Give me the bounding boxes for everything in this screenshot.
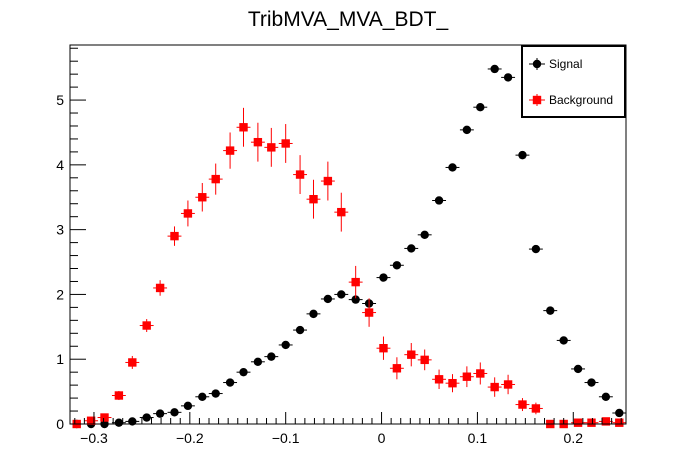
data-point [309, 309, 318, 319]
x-tick-label: −0.3 [80, 430, 108, 446]
data-point [420, 230, 429, 240]
y-tick-label: 3 [56, 222, 64, 238]
data-point [253, 137, 263, 147]
data-point [239, 123, 248, 132]
data-point [267, 143, 276, 152]
data-point [503, 73, 513, 82]
data-point [309, 194, 318, 204]
series-layer [69, 64, 627, 429]
data-point [559, 336, 568, 345]
data-point [225, 378, 235, 387]
data-point [239, 367, 248, 377]
data-point [100, 413, 109, 422]
y-tick-label: 0 [56, 416, 64, 432]
legend-label: Background [549, 93, 613, 107]
data-point [392, 364, 402, 373]
data-point [86, 416, 96, 425]
y-tick-label: 4 [56, 157, 64, 173]
data-point [337, 207, 346, 217]
legend: Signal Background [521, 45, 626, 118]
data-point [531, 404, 541, 413]
data-point [434, 375, 444, 384]
data-point [518, 150, 527, 160]
data-point [573, 418, 583, 427]
data-point [407, 244, 416, 253]
data-point [462, 125, 472, 135]
data-point [155, 283, 165, 293]
data-point [490, 64, 499, 74]
data-point [448, 378, 457, 388]
data-point [503, 380, 513, 389]
data-point [573, 364, 583, 374]
chart-title: TribMVA_MVA_BDT_ [248, 8, 449, 31]
y-tick-label: 2 [56, 286, 64, 302]
data-point [337, 290, 346, 299]
x-tick-label: 0.2 [564, 430, 584, 446]
data-point [183, 209, 193, 218]
data-point [476, 102, 485, 112]
data-point [531, 244, 541, 254]
data-point [615, 418, 624, 427]
x-tick-label: 0.1 [468, 430, 488, 446]
data-point [114, 418, 124, 427]
x-tick-label: −0.1 [272, 430, 300, 446]
data-point [448, 163, 457, 172]
data-point [420, 355, 429, 365]
data-point [434, 196, 444, 205]
data-point [351, 295, 360, 304]
data-point [546, 306, 555, 315]
data-point [281, 340, 290, 350]
x-tick-label: 0 [378, 430, 386, 446]
data-point [601, 417, 611, 426]
data-point [364, 308, 374, 317]
data-point [587, 378, 596, 387]
legend-marker-signal [532, 59, 542, 69]
data-point [392, 261, 402, 270]
data-point [281, 139, 290, 148]
data-point [379, 273, 388, 282]
data-point [253, 357, 263, 367]
data-point [142, 413, 151, 422]
data-point [518, 400, 527, 409]
data-point [198, 392, 207, 401]
data-point [128, 358, 137, 367]
data-point [170, 408, 179, 417]
legend-label: Signal [549, 57, 582, 71]
y-tick-label: 1 [56, 351, 64, 367]
data-point [615, 408, 624, 418]
data-point [601, 392, 611, 401]
axes-layer: −0.3 −0.2 −0.1 0 0.1 0.2 0 1 2 3 4 5 [56, 47, 622, 446]
data-point [170, 231, 179, 241]
y-tick-label: 5 [56, 92, 64, 108]
data-point [142, 321, 151, 330]
data-point [476, 369, 485, 378]
data-point [225, 146, 235, 155]
plot-frame [69, 44, 627, 425]
data-point [198, 193, 207, 202]
data-point [379, 344, 388, 353]
data-point [351, 277, 360, 287]
data-point [587, 418, 596, 427]
data-point [490, 382, 499, 392]
series-signal [69, 64, 627, 429]
data-point [211, 174, 220, 184]
data-point [323, 294, 333, 304]
data-point [295, 170, 305, 179]
data-point [267, 352, 276, 361]
data-point [295, 325, 305, 335]
legend-marker-background [532, 95, 542, 105]
legend-box [521, 45, 626, 118]
data-point [211, 389, 220, 398]
data-point [114, 391, 124, 400]
data-point [407, 350, 416, 359]
series-background [69, 107, 627, 429]
data-point [155, 409, 165, 418]
data-point [462, 372, 472, 381]
data-point [323, 176, 333, 186]
data-point [183, 401, 193, 411]
x-tick-label: −0.2 [176, 430, 204, 446]
